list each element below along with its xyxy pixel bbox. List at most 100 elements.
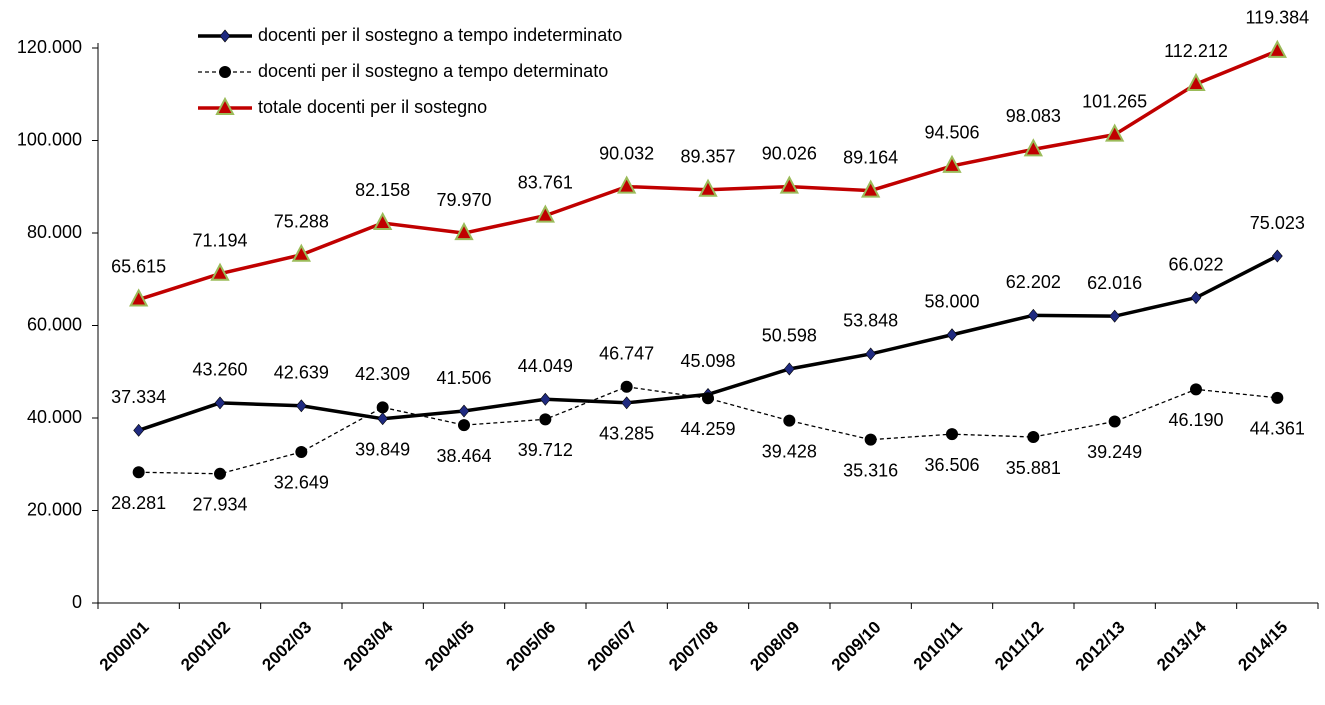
- data-label: 42.639: [274, 363, 329, 383]
- marker: [1023, 138, 1043, 157]
- data-label: 71.194: [192, 230, 247, 250]
- data-label: 43.285: [599, 424, 654, 444]
- data-label: 89.357: [680, 146, 735, 166]
- marker: [1109, 309, 1121, 323]
- data-label: 39.428: [762, 441, 817, 461]
- marker: [295, 445, 308, 458]
- y-tick-label: 40.000: [27, 407, 82, 427]
- x-tick-label: 2004/05: [421, 618, 478, 675]
- marker: [215, 96, 235, 115]
- data-label: 44.049: [518, 356, 573, 376]
- data-label: 27.934: [192, 495, 247, 515]
- marker: [539, 413, 552, 426]
- data-label: 53.848: [843, 311, 898, 331]
- data-label: 79.970: [436, 190, 491, 210]
- marker: [621, 396, 633, 410]
- x-tick-label: 2001/02: [177, 618, 234, 675]
- y-tick-label: 80.000: [27, 222, 82, 242]
- series-line: [138, 386, 1278, 475]
- x-tick-label: 2014/15: [1234, 618, 1291, 675]
- marker: [129, 288, 149, 307]
- x-tick-label: 2007/08: [665, 618, 722, 675]
- legend-label: docenti per il sostegno a tempo indeterm…: [258, 25, 622, 45]
- data-label: 38.464: [436, 446, 491, 466]
- marker: [861, 179, 881, 198]
- marker: [295, 399, 307, 413]
- marker: [865, 347, 877, 361]
- x-tick-label: 2005/06: [502, 618, 559, 675]
- y-tick-label: 120.000: [17, 37, 82, 57]
- data-label: 89.164: [843, 147, 898, 167]
- marker: [1190, 291, 1202, 305]
- marker: [1105, 123, 1125, 142]
- marker: [620, 380, 633, 393]
- x-tick-label: 2013/14: [1153, 617, 1210, 674]
- data-label: 50.598: [762, 326, 817, 346]
- marker: [133, 423, 145, 437]
- data-label: 65.615: [111, 256, 166, 276]
- marker: [458, 419, 470, 432]
- data-label: 32.649: [274, 473, 329, 493]
- data-label: 75.023: [1250, 213, 1305, 233]
- data-label: 94.506: [924, 123, 979, 143]
- data-label: 101.265: [1082, 91, 1147, 111]
- marker: [377, 412, 389, 426]
- marker: [946, 428, 958, 441]
- marker: [1267, 39, 1287, 58]
- marker: [214, 396, 226, 410]
- marker: [942, 154, 962, 173]
- marker: [219, 66, 231, 78]
- marker: [373, 211, 393, 231]
- marker: [376, 401, 389, 414]
- y-tick-label: 20.000: [27, 499, 82, 519]
- data-label: 83.761: [518, 172, 573, 192]
- marker: [291, 243, 311, 262]
- x-tick-label: 2002/03: [258, 618, 315, 675]
- data-label: 39.249: [1087, 442, 1142, 462]
- data-label: 45.098: [680, 351, 735, 371]
- data-label: 58.000: [924, 292, 979, 312]
- data-label: 35.316: [843, 460, 898, 480]
- data-label: 28.281: [111, 493, 166, 513]
- marker: [219, 29, 231, 43]
- data-label: 44.259: [680, 419, 735, 439]
- y-tick-label: 60.000: [27, 314, 82, 334]
- data-label: 46.747: [599, 344, 654, 364]
- marker: [698, 178, 718, 197]
- marker: [779, 175, 799, 194]
- marker: [1271, 391, 1284, 404]
- marker: [864, 433, 877, 446]
- x-tick-label: 2009/10: [828, 618, 885, 675]
- data-label: 39.712: [518, 440, 573, 460]
- x-tick-label: 2010/11: [910, 618, 966, 674]
- x-tick-label: 2008/09: [746, 618, 803, 675]
- data-label: 75.288: [274, 212, 329, 232]
- data-label: 82.158: [355, 180, 410, 200]
- data-label: 35.881: [1006, 458, 1061, 478]
- data-label: 43.260: [192, 360, 247, 380]
- marker: [1271, 249, 1283, 263]
- marker: [1108, 415, 1121, 428]
- marker: [458, 404, 470, 418]
- data-label: 112.212: [1164, 41, 1228, 61]
- marker: [1027, 431, 1040, 444]
- legend-label: docenti per il sostegno a tempo determin…: [258, 61, 608, 81]
- data-label: 119.384: [1245, 8, 1309, 28]
- data-label: 44.361: [1250, 419, 1305, 439]
- data-label: 39.849: [355, 439, 410, 459]
- marker: [1027, 308, 1039, 322]
- marker: [783, 362, 795, 376]
- x-tick-label: 2011/12: [991, 618, 1047, 674]
- marker: [539, 392, 551, 406]
- marker: [535, 204, 555, 223]
- data-label: 36.506: [924, 455, 979, 475]
- data-label: 41.506: [436, 368, 491, 388]
- data-label: 90.026: [762, 143, 817, 163]
- marker: [946, 328, 958, 342]
- legend-label: totale docenti per il sostegno: [258, 97, 487, 117]
- marker: [214, 467, 226, 480]
- marker: [210, 262, 230, 281]
- marker: [454, 222, 474, 241]
- data-label: 66.022: [1168, 254, 1223, 274]
- data-label: 62.202: [1006, 272, 1061, 292]
